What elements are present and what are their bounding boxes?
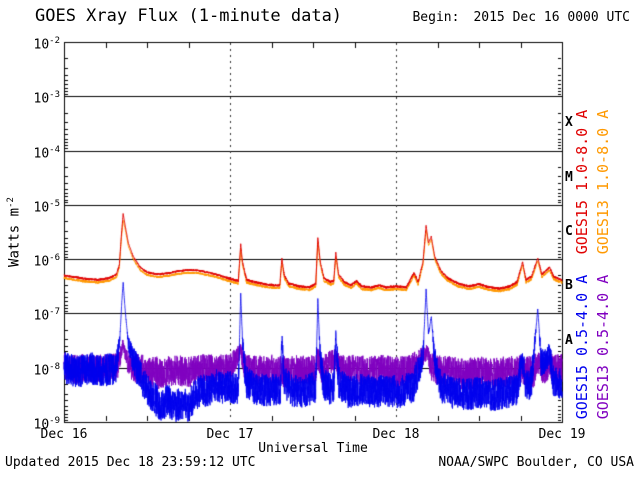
x-tick-label: Dec 16 (40, 427, 88, 442)
flare-class-letter-c: C (565, 224, 573, 239)
y-tick-label: 10-4 (33, 144, 61, 161)
begin-timestamp: Begin: 2015 Dec 16 0000 UTC (412, 10, 630, 25)
y-tick-label: 10-3 (33, 90, 61, 107)
legend-goes15-short: GOES15 0.5-4.0 A (573, 274, 591, 420)
flare-class-letter-x: X (565, 115, 573, 131)
y-tick-label: 10-9 (33, 416, 61, 433)
x-tick-label: Dec 17 (206, 427, 254, 442)
y-tick-label: 10-2 (33, 36, 61, 53)
chart-title: GOES Xray Flux (1-minute data) (35, 6, 343, 26)
flare-class-letter-b: B (565, 278, 573, 294)
source-attribution: NOAA/SWPC Boulder, CO USA (438, 455, 634, 470)
y-tick-label: 10-8 (33, 361, 61, 379)
flare-class-letter-a: A (565, 332, 573, 348)
begin-value: 2015 Dec 16 0000 UTC (473, 10, 630, 25)
legend-goes15-long: GOES15 1.0-8.0 A (573, 109, 591, 255)
y-tick-label: 10-5 (33, 198, 61, 216)
y-tick-label: 10-6 (33, 253, 61, 270)
legend-goes13-long: GOES13 1.0-8.0 A (594, 109, 612, 255)
x-tick-label: Dec 19 (538, 427, 586, 442)
legend-goes13-short: GOES13 0.5-4.0 A (594, 274, 612, 420)
x-tick-label: Dec 18 (372, 427, 420, 442)
y-axis-label: Watts m-2 (6, 197, 23, 267)
flare-class-letter-m: M (565, 169, 573, 185)
x-axis-label: Universal Time (258, 441, 368, 456)
y-tick-label: 10-7 (33, 307, 61, 324)
begin-label: Begin: (412, 10, 460, 25)
updated-timestamp: Updated 2015 Dec 18 23:59:12 UTC (5, 455, 256, 470)
